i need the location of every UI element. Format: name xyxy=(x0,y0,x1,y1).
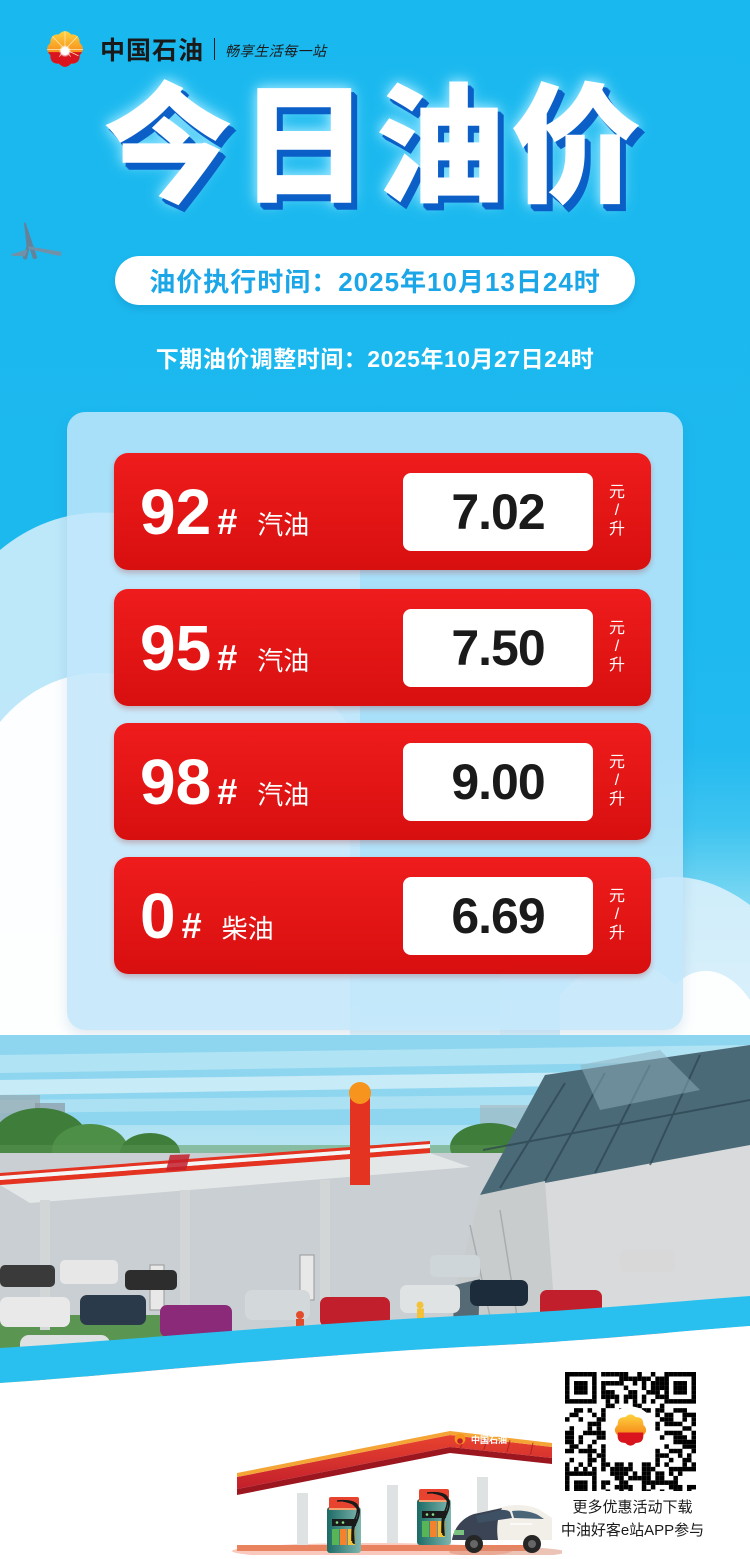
svg-text:中国石油: 中国石油 xyxy=(471,1434,507,1445)
